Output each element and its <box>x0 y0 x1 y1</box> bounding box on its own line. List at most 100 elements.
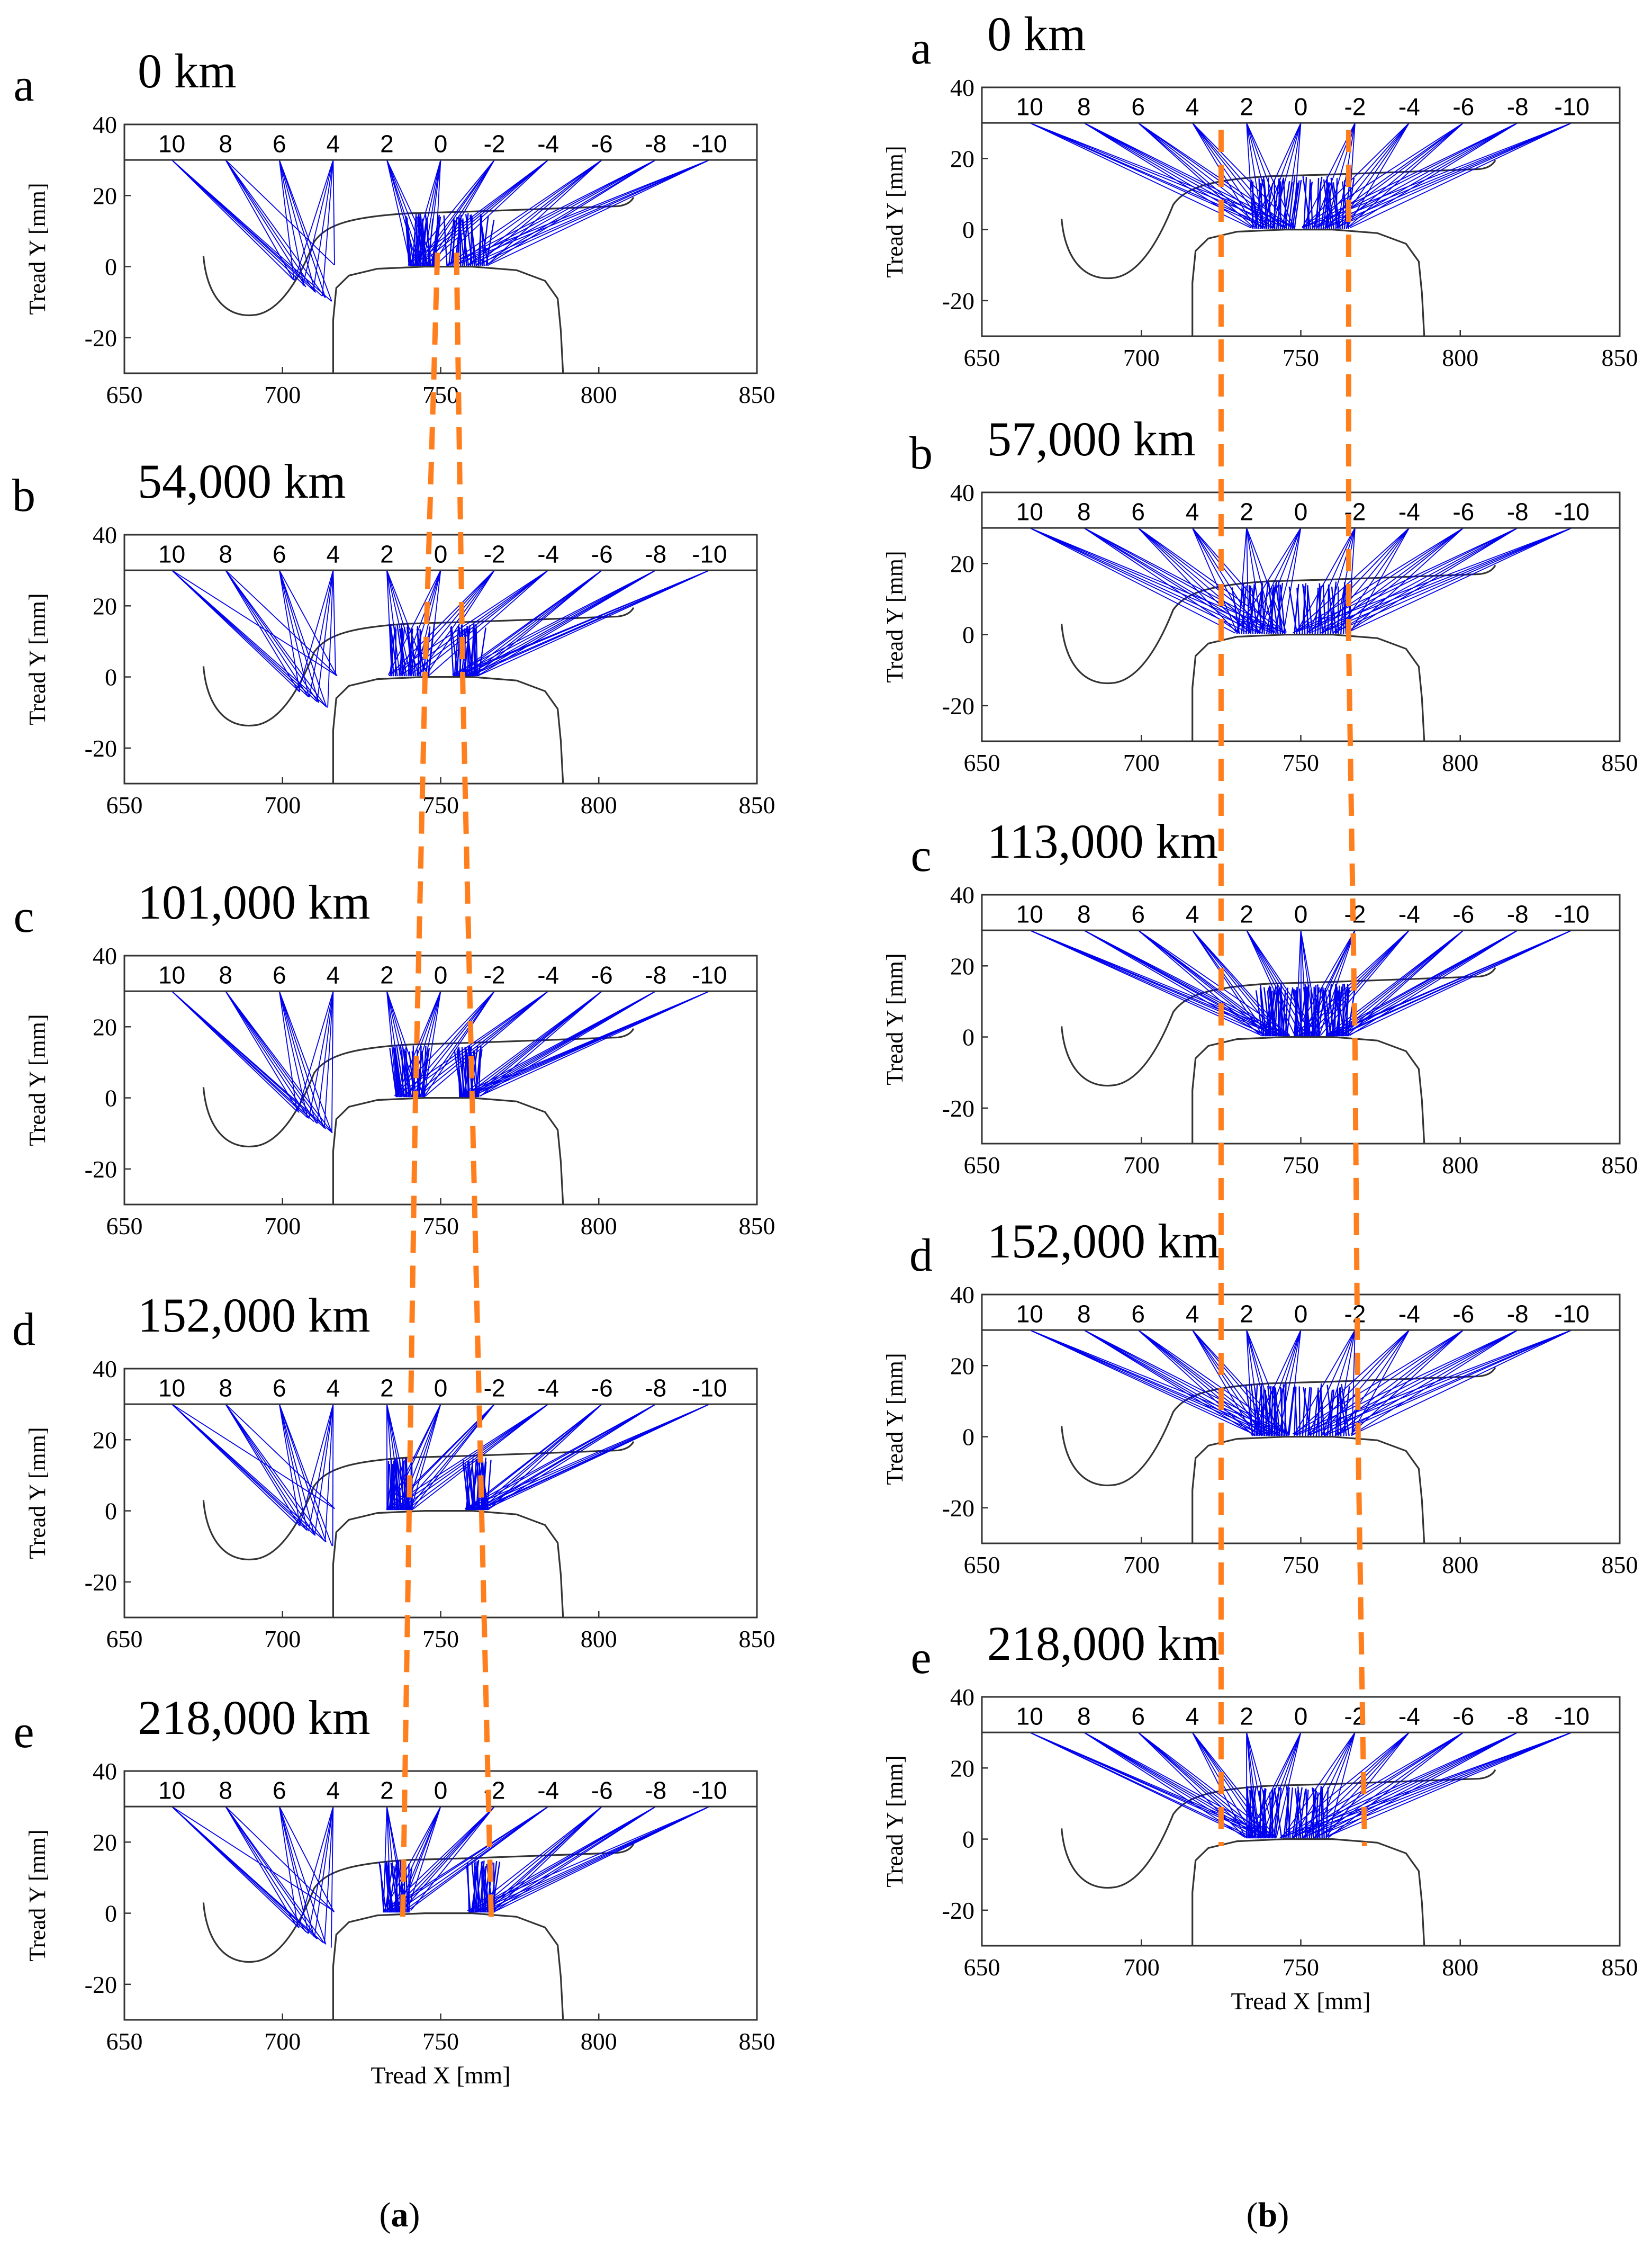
x-tick-label: 650 <box>106 2028 143 2055</box>
position-label: 6 <box>273 130 286 157</box>
mileage-label: 57,000 km <box>987 412 1196 466</box>
position-label: -4 <box>537 540 559 568</box>
y-axis-label: Tread Y [mm] <box>24 593 50 725</box>
x-tick-label: 700 <box>264 792 301 819</box>
x-tick-label: 850 <box>1602 1954 1638 1981</box>
panel-letter: c <box>910 830 931 882</box>
position-label: -6 <box>1452 498 1474 525</box>
position-label: 2 <box>380 130 394 157</box>
y-tick-label: 20 <box>950 145 974 172</box>
position-label: -2 <box>484 961 505 988</box>
x-tick-label: 700 <box>1123 749 1160 776</box>
y-tick-label: -20 <box>942 1897 974 1924</box>
y-tick-label: 0 <box>962 1424 974 1451</box>
x-tick-label: 700 <box>1123 1551 1160 1578</box>
contact-fan-line <box>480 215 481 266</box>
x-tick-label: 700 <box>264 381 301 408</box>
x-tick-label: 750 <box>422 381 459 408</box>
position-label: 8 <box>219 540 232 568</box>
position-label: -4 <box>537 130 559 157</box>
x-tick-label: 850 <box>739 2028 775 2055</box>
y-tick-label: 20 <box>93 1829 117 1856</box>
y-tick-label: 20 <box>950 1352 974 1379</box>
y-tick-label: 20 <box>93 1013 117 1040</box>
x-tick-label: 750 <box>422 2028 459 2055</box>
x-tick-label: 850 <box>1602 1551 1638 1578</box>
y-tick-label: 40 <box>950 1281 974 1308</box>
position-label: 0 <box>1294 498 1308 525</box>
x-tick-label: 800 <box>1442 1954 1478 1981</box>
position-label: -6 <box>591 1776 613 1804</box>
x-tick-label: 800 <box>1442 1152 1478 1179</box>
x-tick-label: 800 <box>581 381 617 408</box>
y-tick-label: 20 <box>93 592 117 619</box>
position-label: -8 <box>1507 900 1529 928</box>
mileage-label: 101,000 km <box>138 875 371 929</box>
mileage-label: 113,000 km <box>987 814 1218 868</box>
position-label: -8 <box>1507 1300 1529 1327</box>
y-tick-label: 20 <box>93 182 117 209</box>
position-label: 2 <box>1240 1300 1253 1327</box>
position-label: 10 <box>1016 498 1043 525</box>
position-label: 8 <box>1077 900 1091 928</box>
position-label: 8 <box>219 1374 232 1401</box>
y-tick-label: -20 <box>85 325 117 352</box>
y-tick-label: 0 <box>105 1900 117 1927</box>
position-label: -10 <box>1554 1702 1589 1730</box>
y-tick-label: 0 <box>962 622 974 649</box>
y-tick-label: -20 <box>942 1095 974 1122</box>
x-tick-label: 850 <box>739 1625 775 1652</box>
x-tick-label: 850 <box>739 792 775 819</box>
position-label: -8 <box>1507 498 1529 525</box>
mileage-label: 218,000 km <box>987 1616 1220 1670</box>
position-label: -10 <box>692 1374 727 1401</box>
x-axis-label: Tread X [mm] <box>371 2062 510 2089</box>
x-tick-label: 700 <box>1123 1152 1160 1179</box>
mileage-label: 0 km <box>987 7 1086 61</box>
x-tick-label: 850 <box>1602 749 1638 776</box>
y-axis-label: Tread Y [mm] <box>882 1353 908 1485</box>
position-label: 6 <box>1131 93 1145 120</box>
position-label: -4 <box>1398 498 1420 525</box>
y-axis-label: Tread Y [mm] <box>882 146 908 277</box>
position-label: -6 <box>1452 1300 1474 1327</box>
position-label: -10 <box>1554 93 1589 120</box>
position-label: 2 <box>380 540 394 568</box>
position-label: -8 <box>645 961 666 988</box>
mileage-label: 54,000 km <box>138 454 346 508</box>
position-label: -6 <box>591 961 613 988</box>
position-label: 2 <box>1240 900 1253 928</box>
position-label: 8 <box>1077 1300 1091 1327</box>
position-label: -8 <box>645 1776 666 1804</box>
position-label: 8 <box>1077 498 1091 525</box>
x-tick-label: 700 <box>264 1625 301 1652</box>
y-tick-label: 40 <box>950 1684 974 1711</box>
contact-fan-line <box>1243 583 1244 634</box>
x-tick-label: 800 <box>581 2028 617 2055</box>
position-label: 2 <box>380 961 394 988</box>
position-label: 6 <box>1131 498 1145 525</box>
y-tick-label: 40 <box>93 1355 117 1382</box>
position-label: 6 <box>1131 900 1145 928</box>
position-label: -8 <box>1507 1702 1529 1730</box>
y-tick-label: 40 <box>950 74 974 101</box>
x-tick-label: 800 <box>1442 344 1478 371</box>
x-tick-label: 750 <box>1283 1551 1319 1578</box>
panel-letter: e <box>13 1706 34 1758</box>
position-label: -4 <box>1398 1300 1420 1327</box>
y-tick-label: 40 <box>93 1758 117 1785</box>
y-tick-label: -20 <box>85 735 117 762</box>
position-label: 4 <box>327 961 340 988</box>
y-axis-label: Tread Y [mm] <box>24 183 50 314</box>
y-axis-label: Tread Y [mm] <box>24 1427 50 1559</box>
y-tick-label: 40 <box>93 942 117 969</box>
y-tick-label: 0 <box>105 254 117 281</box>
y-axis-label: Tread Y [mm] <box>24 1829 50 1961</box>
x-tick-label: 750 <box>1283 1954 1319 1981</box>
y-tick-label: 40 <box>950 882 974 909</box>
mileage-label: 152,000 km <box>138 1288 371 1342</box>
mileage-label: 152,000 km <box>987 1214 1220 1268</box>
y-tick-label: 20 <box>950 550 974 577</box>
x-tick-label: 650 <box>106 792 143 819</box>
position-label: 4 <box>327 130 340 157</box>
